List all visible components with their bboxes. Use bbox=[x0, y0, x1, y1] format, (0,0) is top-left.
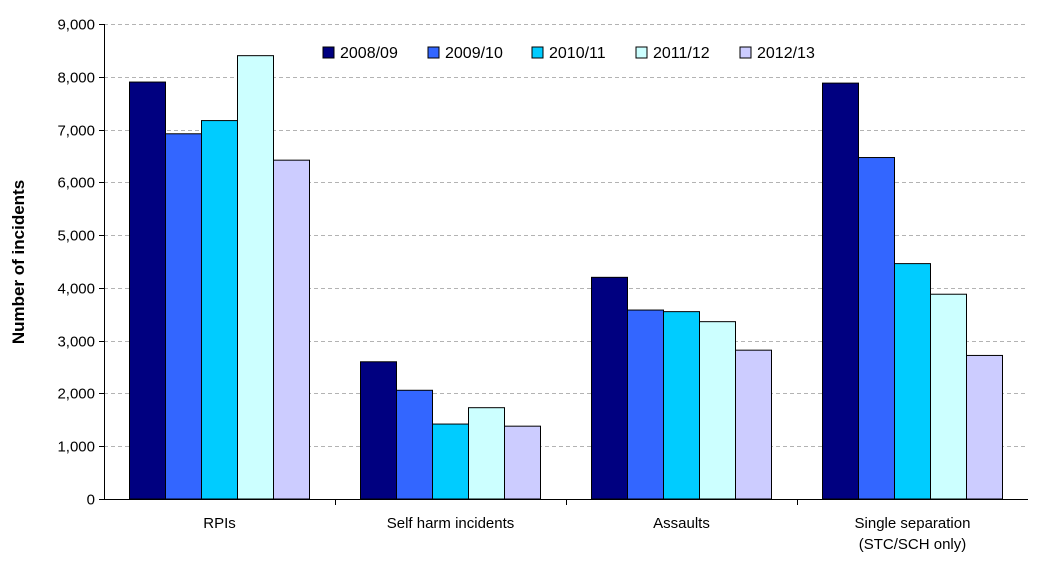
legend-swatch bbox=[739, 46, 752, 59]
bars bbox=[129, 55, 1003, 500]
bar bbox=[966, 354, 1003, 500]
bar bbox=[504, 425, 541, 500]
bar bbox=[396, 389, 433, 500]
bar bbox=[699, 321, 736, 500]
bar bbox=[591, 276, 628, 500]
bar bbox=[273, 159, 310, 500]
category-label: Single separation bbox=[855, 515, 971, 532]
legend-label: 2010/11 bbox=[549, 45, 606, 62]
axes bbox=[99, 24, 1028, 505]
legend-label: 2009/10 bbox=[445, 45, 503, 62]
y-tick-label: 5,000 bbox=[57, 228, 95, 245]
legend-label: 2008/09 bbox=[340, 45, 398, 62]
category-label: Self harm incidents bbox=[387, 515, 515, 532]
y-tick-label: 9,000 bbox=[57, 17, 95, 34]
bar bbox=[237, 55, 274, 500]
y-tick-label: 0 bbox=[87, 492, 95, 509]
bar bbox=[201, 120, 238, 500]
y-tick-label: 1,000 bbox=[57, 439, 95, 456]
bar bbox=[165, 133, 202, 500]
bar bbox=[432, 423, 469, 500]
y-tick-label: 6,000 bbox=[57, 175, 95, 192]
bar bbox=[468, 407, 505, 500]
legend-swatch bbox=[427, 46, 440, 59]
y-tick-label: 8,000 bbox=[57, 70, 95, 87]
y-tick-label: 4,000 bbox=[57, 281, 95, 298]
bar bbox=[735, 349, 772, 500]
y-axis-title: Number of incidents bbox=[9, 180, 28, 344]
legend-swatch bbox=[322, 46, 335, 59]
y-tick-label: 3,000 bbox=[57, 334, 95, 351]
category-label: Assaults bbox=[653, 515, 710, 532]
bar bbox=[129, 81, 166, 500]
legend: 2008/09 2009/10 2010/11 2011/12 2012/13 bbox=[322, 45, 815, 62]
bar bbox=[930, 293, 967, 500]
y-tick-labels: 0 1,000 2,000 3,000 4,000 5,000 6,000 7,000 8,00… bbox=[57, 17, 95, 509]
category-labels: RPIs Self harm incidents Assaults Single se… bbox=[203, 515, 970, 553]
y-tick-label: 2,000 bbox=[57, 386, 95, 403]
bar bbox=[858, 157, 895, 500]
legend-label: 2011/12 bbox=[653, 45, 710, 62]
bar bbox=[663, 311, 700, 500]
bar bbox=[360, 361, 397, 500]
legend-swatch bbox=[531, 46, 544, 59]
legend-label: 2012/13 bbox=[757, 45, 815, 62]
category-label: RPIs bbox=[203, 515, 236, 532]
bar bbox=[894, 263, 931, 500]
bar bbox=[627, 309, 664, 500]
y-tick-label: 7,000 bbox=[57, 123, 95, 140]
bar bbox=[822, 82, 859, 500]
category-label: (STC/SCH only) bbox=[859, 536, 967, 553]
legend-swatch bbox=[635, 46, 648, 59]
